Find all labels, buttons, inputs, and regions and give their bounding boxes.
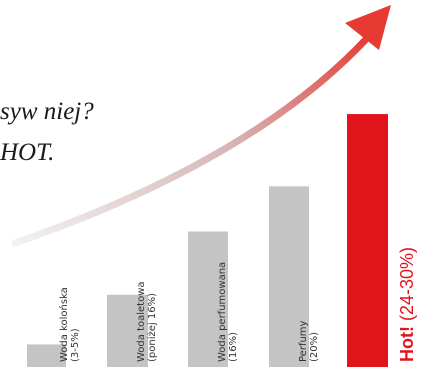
headline-line-2: HOT. [0, 139, 55, 166]
bar-label-line-1: Perfumy [298, 320, 309, 362]
bar-label-1: Woda kolońska(3-5%) [58, 287, 81, 362]
bar-label-2: Woda toaletowa(poniżej 16%) [136, 281, 158, 362]
trend-arrow [11, 5, 391, 247]
bar-label-line-2: (20%) [309, 332, 320, 362]
bar-labels: Woda kolońska(3-5%) Woda toaletowa(poniże… [58, 247, 417, 362]
bar-label-line-2: (16%) [228, 332, 239, 362]
bar-label-line-1: Woda kolońska [58, 287, 70, 362]
bar-1 [27, 344, 66, 367]
bar-label-line-2: (3-5%) [70, 328, 81, 362]
bar-label-line-1: Woda toaletowa [136, 281, 147, 362]
bar-label-3: Woda perfumowana(16%) [217, 262, 239, 362]
trend-arrow-head [345, 5, 391, 50]
bar-3 [188, 231, 228, 367]
hot-label-range: (24-30%) [397, 247, 417, 326]
bar-label-5: Hot! (24-30%) [397, 247, 417, 362]
bar-label-line-2: (poniżej 16%) [147, 293, 158, 362]
bar-2 [107, 294, 148, 367]
bars [27, 114, 388, 367]
bar-5 [347, 114, 388, 367]
bar-4 [269, 186, 309, 367]
trend-arrow-shaft [11, 31, 374, 247]
bar-label-line-1: Woda perfumowana [217, 262, 228, 362]
hot-label-bold: Hot! [397, 326, 417, 362]
bar-label-4: Perfumy(20%) [298, 320, 320, 362]
headline-line-1: syw niej? [0, 98, 94, 125]
